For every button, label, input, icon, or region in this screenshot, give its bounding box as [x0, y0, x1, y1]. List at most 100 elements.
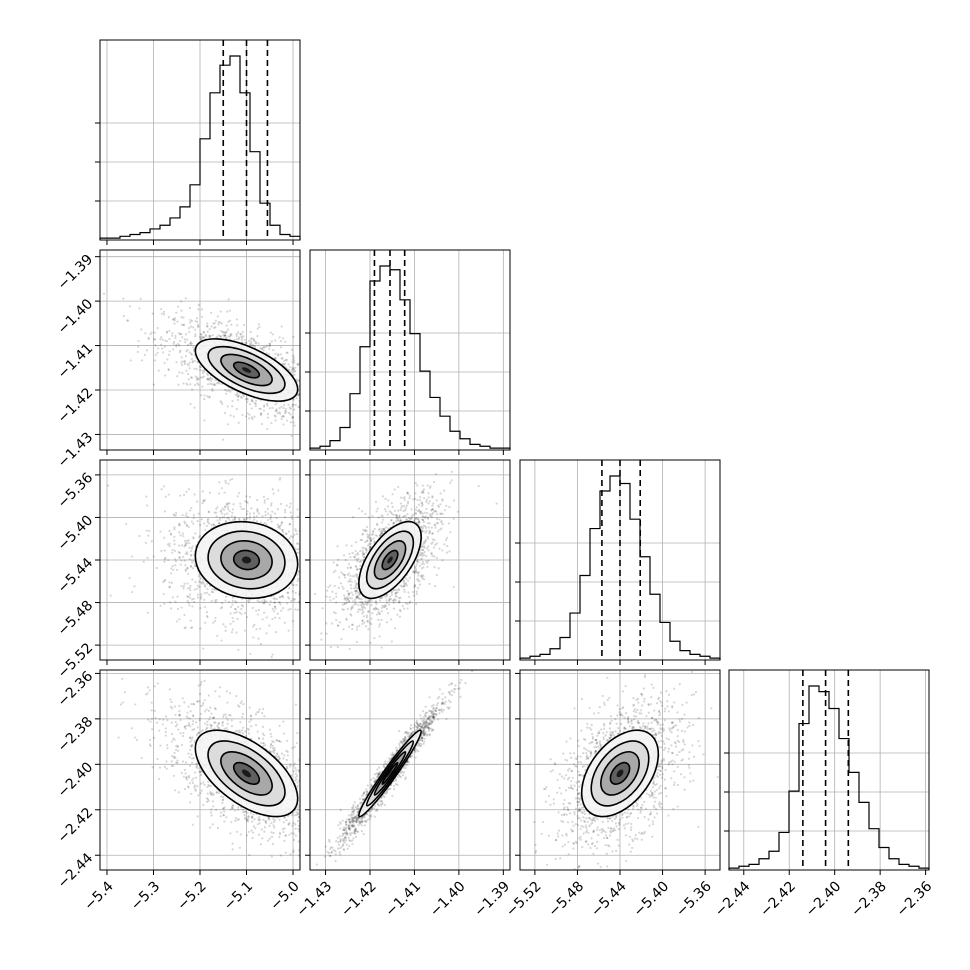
scatter-point [317, 393, 319, 395]
scatter-point [253, 340, 256, 343]
scatter-point [156, 327, 159, 330]
scatter-point [346, 596, 349, 599]
scatter-point [359, 560, 363, 563]
scatter-point [175, 343, 178, 346]
scatter-point [210, 377, 214, 381]
scatter-point [266, 518, 270, 522]
scatter-point [231, 603, 234, 606]
scatter-point [390, 512, 394, 515]
scatter-point [363, 556, 366, 559]
scatter-point [193, 600, 196, 604]
scatter-point [190, 598, 194, 601]
scatter-point [189, 383, 192, 386]
scatter-point [227, 600, 231, 603]
scatter-point [168, 337, 171, 341]
scatter-point [162, 580, 165, 584]
scatter-point [398, 599, 401, 602]
scatter-point [229, 622, 232, 625]
scatter-point [343, 404, 345, 406]
scatter-point [260, 412, 263, 415]
scatter-point [243, 629, 246, 632]
scatter-point [325, 632, 328, 635]
pair-panel-0-3 [95, 669, 301, 875]
scatter-point [251, 417, 254, 420]
scatter-point [301, 581, 303, 583]
scatter-point [187, 372, 190, 376]
scatter-point [381, 606, 384, 609]
scatter-point [206, 587, 209, 591]
density-level-4 [241, 367, 252, 373]
scatter-point [333, 611, 336, 614]
scatter-point [220, 509, 223, 512]
scatter-point [334, 612, 337, 615]
scatter-point [406, 502, 410, 505]
scatter-point [415, 563, 418, 566]
scatter-point [208, 593, 211, 596]
scatter-point [388, 510, 391, 513]
scatter-point [255, 515, 258, 518]
scatter-point [137, 339, 140, 343]
scatter-point [358, 560, 361, 564]
scatter-point [279, 476, 282, 480]
contour-0 [232, 361, 261, 379]
scatter-point [420, 502, 423, 505]
scatter-point [425, 547, 429, 550]
scatter-point [170, 533, 173, 536]
scatter-point [328, 360, 330, 362]
scatter-point [227, 320, 230, 323]
scatter-point [433, 538, 436, 542]
scatter-point [315, 586, 317, 588]
scatter-point [380, 521, 384, 524]
scatter-point [191, 567, 195, 570]
scatter-point [244, 398, 248, 401]
scatter-point [188, 557, 191, 561]
scatter-point [399, 519, 402, 522]
scatter-point [173, 535, 176, 538]
scatter-point [389, 618, 393, 621]
scatter-point [318, 576, 320, 578]
scatter-point [191, 360, 194, 363]
scatter-point [318, 586, 320, 588]
scatter-point [363, 552, 366, 556]
scatter-point [349, 566, 352, 569]
scatter-point [301, 414, 303, 416]
scatter-point [371, 531, 375, 534]
scatter-point [230, 323, 233, 326]
scatter-point [231, 477, 234, 481]
scatter-point [279, 353, 283, 356]
scatter-point [257, 323, 260, 326]
scatter-point [221, 438, 225, 441]
scatter-point [438, 547, 441, 550]
scatter-point [313, 581, 315, 583]
scatter-point [305, 533, 307, 535]
scatter-point [359, 417, 361, 419]
scatter-point [315, 548, 317, 550]
scatter-point [386, 593, 389, 596]
scatter-point [327, 586, 330, 589]
scatter-point [187, 595, 190, 598]
scatter-point [228, 510, 231, 513]
scatter-point [196, 520, 199, 523]
scatter-point [178, 523, 182, 527]
scatter-point [206, 322, 209, 325]
scatter-point [409, 517, 412, 520]
scatter-point [305, 382, 307, 384]
scatter-point [315, 582, 317, 584]
scatter-point [151, 312, 154, 315]
scatter-point [179, 339, 182, 343]
scatter-point [403, 582, 406, 585]
scatter-point [356, 610, 360, 613]
scatter-point [269, 600, 272, 603]
scatter-point [440, 521, 443, 524]
scatter-point [259, 412, 263, 415]
scatter-point [306, 556, 308, 558]
scatter-point [382, 518, 385, 521]
scatter-point [128, 305, 131, 308]
scatter-point [188, 361, 191, 364]
scatter-point [338, 580, 340, 582]
scatter-point [291, 416, 294, 419]
scatter-point [241, 341, 244, 344]
scatter-point [293, 533, 296, 536]
scatter-point [284, 407, 288, 411]
scatter-point [378, 623, 381, 626]
